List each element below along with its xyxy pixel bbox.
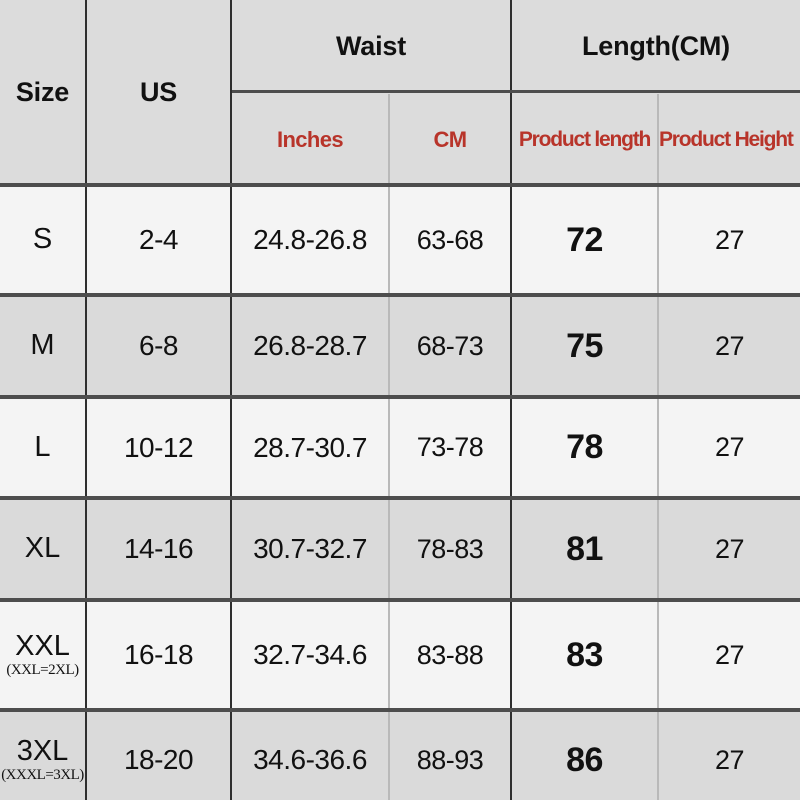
cell-size: 3XL (XXXL=3XL) [0, 712, 85, 800]
row-divider [0, 293, 800, 297]
cell-waist-inches: 28.7-30.7 [232, 399, 388, 496]
cell-waist-inches: 30.7-32.7 [232, 500, 388, 598]
cell-us: 14-16 [87, 500, 230, 598]
cell-waist-cm: 68-73 [390, 297, 510, 395]
row-divider [0, 708, 800, 712]
header-us: US [87, 0, 230, 185]
row-divider [0, 395, 800, 399]
cell-product-height: 27 [659, 500, 800, 598]
size-label: M [30, 329, 55, 362]
cell-size: XXL (XXL=2XL) [0, 602, 85, 708]
cell-waist-inches: 26.8-28.7 [232, 297, 388, 395]
row-divider [0, 183, 800, 187]
cell-us: 16-18 [87, 602, 230, 708]
size-label: S [32, 223, 53, 256]
cell-us: 2-4 [87, 187, 230, 293]
cell-product-length: 78 [512, 399, 657, 496]
size-note: (XXL=2XL) [6, 661, 79, 678]
subheader-cm: CM [390, 94, 510, 185]
cell-product-length: 83 [512, 602, 657, 708]
header-length-cm: Length(CM) [512, 0, 800, 92]
cell-waist-cm: 78-83 [390, 500, 510, 598]
cell-us: 6-8 [87, 297, 230, 395]
cell-us: 10-12 [87, 399, 230, 496]
cell-waist-inches: 32.7-34.6 [232, 602, 388, 708]
column-divider [85, 0, 87, 800]
cell-product-length: 81 [512, 500, 657, 598]
cell-waist-cm: 73-78 [390, 399, 510, 496]
cell-product-length: 72 [512, 187, 657, 293]
cell-size: L [0, 399, 85, 496]
cell-product-height: 27 [659, 712, 800, 800]
subheader-product-height: Product Height [659, 94, 800, 185]
cell-product-length: 75 [512, 297, 657, 395]
size-note: (XXXL=3XL) [1, 766, 84, 783]
cell-us: 18-20 [87, 712, 230, 800]
cell-product-height: 27 [659, 399, 800, 496]
size-label: L [34, 430, 51, 463]
size-label: 3XL [16, 735, 69, 768]
cell-product-height: 27 [659, 187, 800, 293]
cell-product-height: 27 [659, 602, 800, 708]
row-divider [0, 496, 800, 500]
column-divider [510, 0, 512, 800]
size-label: XXL [15, 630, 70, 663]
size-label: XL [24, 532, 61, 565]
cell-product-height: 27 [659, 297, 800, 395]
header-waist: Waist [232, 0, 510, 92]
header-size: Size [0, 0, 85, 185]
cell-waist-cm: 63-68 [390, 187, 510, 293]
cell-size: S [0, 187, 85, 293]
subheader-product-length: Product length [512, 94, 657, 185]
row-divider [232, 90, 800, 93]
column-divider [388, 94, 390, 800]
cell-size: XL [0, 500, 85, 598]
cell-waist-inches: 24.8-26.8 [232, 187, 388, 293]
column-divider [657, 94, 659, 800]
subheader-inches: Inches [232, 94, 388, 185]
row-divider [0, 598, 800, 602]
cell-waist-cm: 88-93 [390, 712, 510, 800]
cell-waist-inches: 34.6-36.6 [232, 712, 388, 800]
cell-waist-cm: 83-88 [390, 602, 510, 708]
cell-size: M [0, 297, 85, 395]
column-divider [230, 0, 232, 800]
cell-product-length: 86 [512, 712, 657, 800]
